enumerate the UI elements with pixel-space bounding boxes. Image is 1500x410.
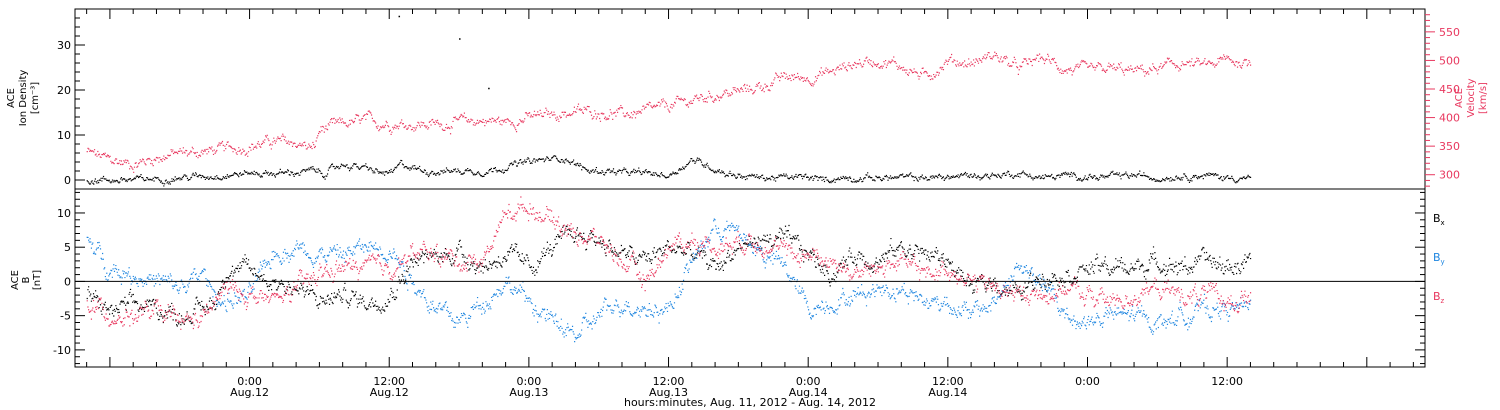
x-tick-label: 0:00 xyxy=(517,375,542,388)
top-right-tick-label: 500 xyxy=(1439,54,1460,67)
bottom-axis-title-line2: B xyxy=(21,276,32,283)
legend-by: By xyxy=(1433,251,1445,266)
x-tick-sublabel: Aug.12 xyxy=(370,386,409,399)
x-tick-label: 12:00 xyxy=(373,375,405,388)
density-velocity-panel: 0 10 20 30 300 350 400 450 500 550 ACE Ion Densi… xyxy=(6,8,1489,190)
by-series xyxy=(86,218,1252,343)
density-series xyxy=(86,155,1252,187)
top-left-axis: 0 10 20 30 xyxy=(57,17,85,187)
bz-series xyxy=(86,196,1252,330)
magnetic-field-panel: -10 -5 0 5 10 ACE B [nT] Bx By Bz xyxy=(10,188,1445,368)
top-right-axis-title-line3: [km/s] xyxy=(1478,82,1489,114)
top-right-tick-label: 350 xyxy=(1439,140,1460,153)
bottom-left-tick-label: 5 xyxy=(64,241,71,254)
bottom-left-tick-label: -10 xyxy=(53,344,71,357)
x-tick-label: 12:00 xyxy=(932,375,964,388)
x-tick-sublabel: Aug.13 xyxy=(649,386,688,399)
x-tick-sublabel: Aug.14 xyxy=(789,386,828,399)
x-tick-label: 12:00 xyxy=(653,375,685,388)
density-spike-point xyxy=(459,38,461,40)
bottom-left-tick-label: 10 xyxy=(57,207,71,220)
top-left-tick-label: 20 xyxy=(57,84,71,97)
top-left-tick-label: 10 xyxy=(57,129,71,142)
top-right-axis-title-line1: ACE xyxy=(1454,88,1465,108)
bottom-axis-title-line3: [nT] xyxy=(32,270,43,290)
top-right-tick-label: 300 xyxy=(1439,169,1460,182)
x-tick-sublabel: Aug.14 xyxy=(928,386,967,399)
top-left-axis-title-line2: Ion Density xyxy=(18,70,29,127)
bottom-left-tick-label: -5 xyxy=(60,310,71,323)
bottom-left-axis: -10 -5 0 5 10 xyxy=(53,191,85,365)
top-left-axis-title-line1: ACE xyxy=(6,88,17,108)
velocity-series xyxy=(86,51,1252,173)
density-spike-point xyxy=(398,15,401,18)
top-left-axis-title-line3: [cm⁻³] xyxy=(30,82,41,114)
x-tick-label: 12:00 xyxy=(1211,375,1243,388)
top-left-tick-label: 30 xyxy=(57,39,71,52)
legend-bz: Bz xyxy=(1433,290,1445,305)
x-tick-label: 0:00 xyxy=(796,375,821,388)
x-tick-sublabel: Aug.13 xyxy=(509,386,548,399)
x-tick-sublabel: Aug.12 xyxy=(230,386,269,399)
top-right-axis: 300 350 400 450 500 550 xyxy=(1425,14,1460,187)
top-left-tick-label: 0 xyxy=(64,174,71,187)
bx-series xyxy=(86,224,1252,327)
top-panel-frame xyxy=(74,8,1426,190)
top-right-axis-title-line2: Velocity xyxy=(1466,78,1477,117)
top-panel-data xyxy=(86,15,1252,187)
bottom-left-tick-label: 0 xyxy=(64,275,71,288)
legend: Bx By Bz xyxy=(1433,212,1445,305)
x-tick-label: 0:00 xyxy=(1075,375,1100,388)
bottom-axis-title-line1: ACE xyxy=(10,270,21,290)
density-spike-point xyxy=(488,87,490,90)
x-tick-label: 0:00 xyxy=(237,375,262,388)
top-right-tick-label: 550 xyxy=(1439,26,1460,39)
bottom-panel-data xyxy=(86,196,1252,343)
x-axis: 0:00Aug.1212:00Aug.120:00Aug.1312:00Aug.… xyxy=(86,9,1414,399)
top-right-tick-label: 400 xyxy=(1439,112,1460,125)
x-axis-title: hours:minutes, Aug. 11, 2012 - Aug. 14, … xyxy=(624,396,876,409)
bottom-right-axis xyxy=(1415,191,1425,365)
bottom-panel-frame xyxy=(74,188,1426,368)
top-right-tick-label: 450 xyxy=(1439,83,1460,96)
legend-bx: Bx xyxy=(1433,212,1445,227)
